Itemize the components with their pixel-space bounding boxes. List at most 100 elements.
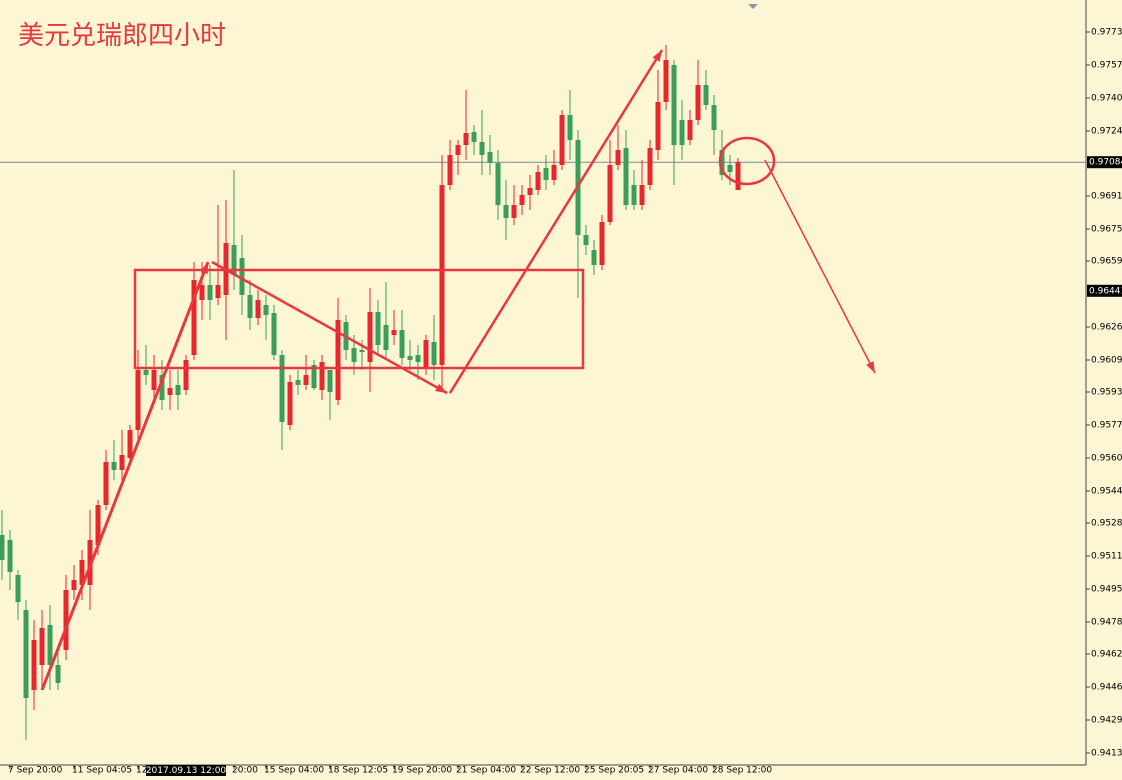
candle-body xyxy=(239,258,245,295)
candle-body xyxy=(47,625,53,665)
x-tick-label: 11 Sep 04:05 xyxy=(72,766,132,776)
candle-body xyxy=(31,640,37,690)
candle-body xyxy=(311,365,317,388)
y-tick-label: 0.95115 xyxy=(1091,552,1122,562)
candle-body xyxy=(567,115,573,140)
candle-body xyxy=(615,150,621,165)
x-tick-label: 21 Sep 04:00 xyxy=(456,766,516,776)
candle-body xyxy=(655,102,661,150)
candle-body xyxy=(455,145,461,155)
x-tick-label: 15 Sep 04:00 xyxy=(264,766,324,776)
candle-body xyxy=(191,280,197,355)
candle-body xyxy=(711,105,717,130)
candle-body xyxy=(111,462,117,470)
x-tick-label: 25 Sep 20:05 xyxy=(584,766,644,776)
candle-body xyxy=(71,580,77,590)
price-marker-box xyxy=(1087,156,1122,169)
candle-body xyxy=(15,575,21,602)
arrow-head xyxy=(866,361,875,373)
x-tick-label: 20:00 xyxy=(232,766,258,776)
candle-body xyxy=(471,132,477,142)
y-tick-label: 0.95935 xyxy=(1091,388,1122,398)
candle-body xyxy=(687,120,693,140)
y-tick-label: 0.96915 xyxy=(1091,192,1122,202)
candle-body xyxy=(551,165,557,180)
candle-body xyxy=(255,300,261,318)
candle-body xyxy=(271,313,277,355)
candle-body xyxy=(231,245,237,275)
candle-body xyxy=(351,348,357,362)
candle-body xyxy=(319,362,325,390)
candle-body xyxy=(79,560,85,585)
candle-body xyxy=(719,150,725,175)
candle-body xyxy=(735,162,741,190)
trend-arrow xyxy=(40,261,210,691)
x-tick-label: 18 Sep 12:05 xyxy=(328,766,388,776)
candle-body xyxy=(143,370,149,375)
x-tick-label: 28 Sep 12:00 xyxy=(712,766,772,776)
candle-body xyxy=(55,665,61,683)
scroll-marker xyxy=(748,4,758,9)
candle-body xyxy=(159,375,165,400)
candle-body xyxy=(599,222,605,265)
candle-body xyxy=(591,250,597,265)
arrow-head xyxy=(435,383,447,393)
candle-body xyxy=(151,370,157,390)
candle-body xyxy=(23,610,29,698)
y-tick-label: 0.94625 xyxy=(1091,650,1122,660)
candle-body xyxy=(559,115,565,165)
candle-body xyxy=(407,356,413,360)
range-box xyxy=(133,268,585,370)
price-marker-label: 0.96441 xyxy=(1089,286,1122,296)
candle-body xyxy=(727,165,733,172)
candle-body xyxy=(583,235,589,245)
candle-body xyxy=(135,370,141,430)
candle-body xyxy=(367,312,373,362)
candle-body xyxy=(447,155,453,185)
candle-body xyxy=(263,305,269,315)
candle-body xyxy=(647,148,653,185)
y-tick-label: 0.95605 xyxy=(1091,454,1122,464)
trend-arrow xyxy=(211,260,448,395)
x-tick-label: 7 Sep 20:00 xyxy=(8,766,63,776)
candle-body xyxy=(495,163,501,205)
price-marker-box xyxy=(1087,284,1122,297)
candle-body xyxy=(287,382,293,425)
candle-body xyxy=(279,355,285,422)
candle-body xyxy=(95,505,101,545)
x-tick-label: 12 xyxy=(136,766,147,776)
candle-body xyxy=(543,168,549,180)
candle-body xyxy=(439,185,445,365)
trend-arrow xyxy=(448,49,664,394)
candle-body xyxy=(519,195,525,205)
candle-body xyxy=(671,65,677,145)
trend-arrow xyxy=(764,159,876,374)
candle-body xyxy=(479,142,485,155)
candle-body xyxy=(247,295,253,318)
candle-body xyxy=(487,152,493,163)
arrow-head xyxy=(652,50,662,62)
candle-body xyxy=(103,462,109,505)
candle-body xyxy=(175,385,181,395)
candle-body xyxy=(703,85,709,105)
candle-body xyxy=(607,165,613,222)
candle-body xyxy=(303,375,309,385)
candle-body xyxy=(535,172,541,190)
candle-body xyxy=(295,380,301,385)
candle-body xyxy=(63,590,69,650)
highlight-circle xyxy=(718,136,776,186)
candle-body xyxy=(679,120,685,145)
candle-body xyxy=(327,370,333,392)
candle-body xyxy=(119,455,125,470)
price-marker-label: 0.97084 xyxy=(1089,158,1122,168)
candle-body xyxy=(415,355,421,362)
crosshair-label: 2017.09.13 12:00 xyxy=(146,766,227,776)
candle-body xyxy=(335,320,341,400)
x-tick-label: 19 Sep 20:00 xyxy=(392,766,452,776)
